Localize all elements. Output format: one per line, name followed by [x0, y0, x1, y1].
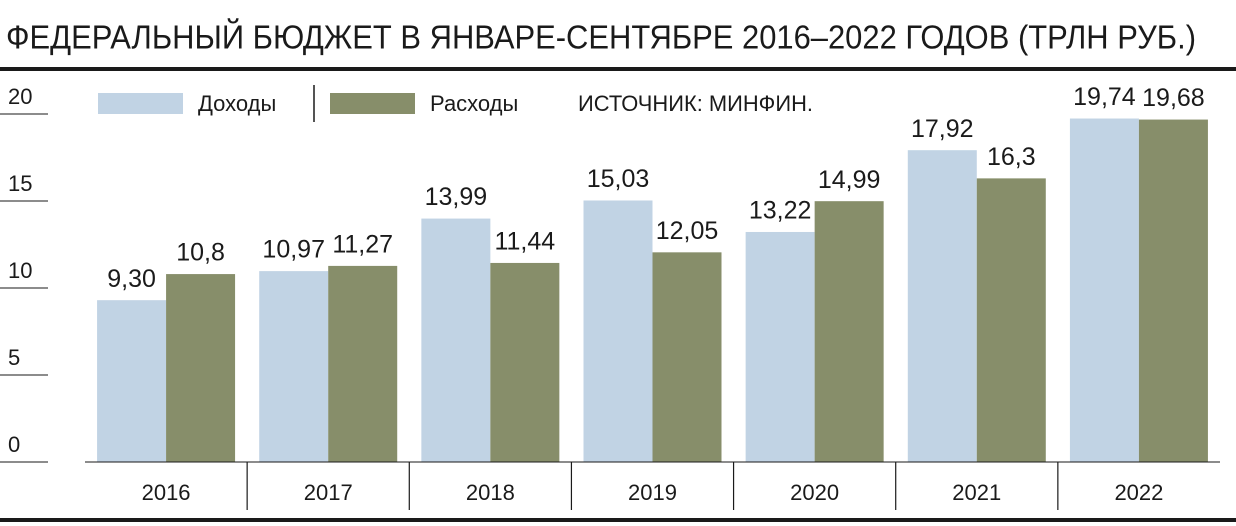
- y-tick-label: 5: [8, 345, 20, 370]
- value-label: 11,44: [494, 228, 555, 256]
- source-note: ИСТОЧНИК: МИНФИН.: [578, 91, 813, 116]
- x-tick-label: 2020: [790, 480, 839, 505]
- x-tick-label: 2017: [304, 480, 353, 505]
- bar: [1069, 118, 1139, 463]
- legend-swatch: [330, 93, 415, 114]
- y-tick-label: 20: [8, 84, 32, 109]
- bar: [97, 300, 167, 462]
- chart-title: ФЕДЕРАЛЬНЫЙ БЮДЖЕТ В ЯНВАРЕ-СЕНТЯБРЕ 201…: [6, 19, 1196, 56]
- value-label: 13,99: [425, 183, 488, 211]
- y-tick-label: 0: [8, 432, 20, 457]
- bar: [259, 271, 329, 462]
- value-label: 13,22: [749, 197, 812, 225]
- bar: [421, 218, 491, 462]
- bar: [166, 274, 236, 462]
- y-tick-label: 10: [8, 258, 32, 283]
- value-label: 19,74: [1073, 83, 1136, 111]
- value-label: 16,3: [987, 143, 1036, 171]
- bar: [583, 200, 653, 462]
- bar: [745, 231, 815, 462]
- value-label: 10,97: [262, 236, 325, 264]
- value-label: 19,68: [1142, 84, 1205, 112]
- x-tick-label: 2021: [952, 480, 1001, 505]
- value-label: 9,30: [107, 265, 156, 293]
- bar: [328, 265, 398, 462]
- x-tick-label: 2018: [466, 480, 515, 505]
- x-tick-label: 2019: [628, 480, 677, 505]
- value-label: 10,8: [176, 239, 225, 267]
- legend-label: Расходы: [430, 91, 518, 116]
- bar: [652, 252, 722, 462]
- legend-swatch: [98, 93, 183, 114]
- bar: [814, 201, 884, 462]
- value-label: 17,92: [911, 115, 974, 143]
- value-label: 12,05: [656, 217, 719, 245]
- y-tick-label: 15: [8, 171, 32, 196]
- bar: [907, 150, 977, 462]
- x-tick-label: 2016: [142, 480, 191, 505]
- bar: [490, 262, 560, 462]
- bar: [976, 178, 1046, 462]
- value-label: 11,27: [332, 231, 393, 259]
- x-tick-label: 2022: [1114, 480, 1163, 505]
- value-label: 14,99: [818, 166, 881, 194]
- legend-label: Доходы: [198, 91, 276, 116]
- value-label: 15,03: [587, 165, 650, 193]
- bar: [1138, 119, 1208, 463]
